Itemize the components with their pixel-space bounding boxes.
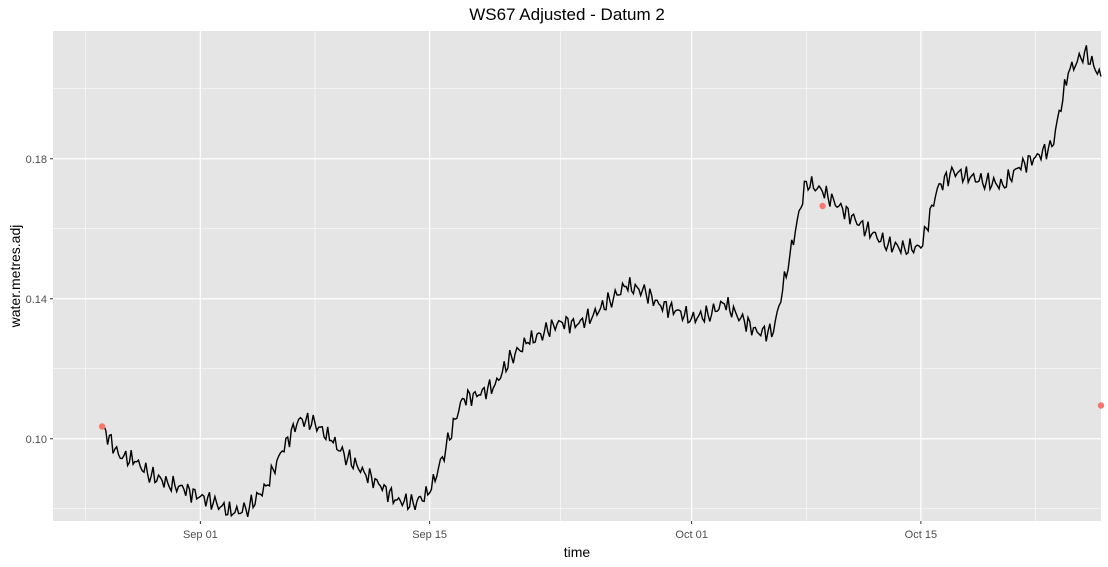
series-line [101, 45, 1102, 518]
y-tick-label: 0.18 [26, 154, 47, 166]
y-axis-title: water.metres.adj [7, 225, 23, 329]
x-tick-label: Oct 15 [905, 529, 937, 541]
y-axis-ticks: 0.10 0.14 0.18 [26, 154, 53, 446]
x-axis-title: time [564, 544, 591, 560]
grid [53, 31, 1101, 521]
data-point [819, 202, 826, 210]
data-point [1097, 402, 1105, 409]
points [98, 202, 1105, 430]
x-tick-label: Sep 15 [412, 529, 447, 541]
chart-title: WS67 Adjusted - Datum 2 [469, 5, 665, 24]
y-tick-label: 0.10 [26, 434, 47, 446]
x-tick-label: Sep 01 [183, 529, 218, 541]
x-axis-ticks: Sep 01 Sep 15 Oct 01 Oct 15 [183, 521, 937, 541]
plot-panel [53, 31, 1101, 521]
x-tick-label: Oct 01 [675, 529, 707, 541]
y-tick-label: 0.14 [26, 294, 47, 306]
data-point [98, 423, 106, 430]
